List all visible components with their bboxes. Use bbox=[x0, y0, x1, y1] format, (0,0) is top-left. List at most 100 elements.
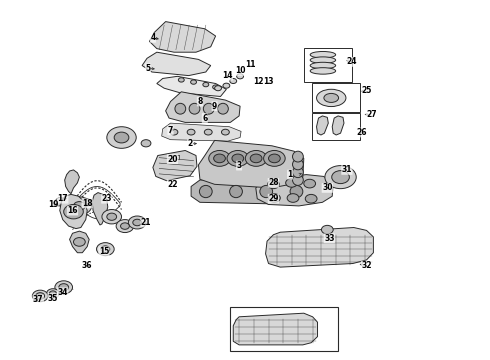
Ellipse shape bbox=[175, 103, 186, 114]
Text: 14: 14 bbox=[222, 71, 233, 80]
Circle shape bbox=[221, 129, 229, 135]
Ellipse shape bbox=[310, 68, 336, 74]
Text: 4: 4 bbox=[150, 33, 155, 42]
Text: 2: 2 bbox=[188, 139, 193, 148]
Ellipse shape bbox=[260, 185, 272, 198]
Text: 6: 6 bbox=[202, 113, 207, 122]
Circle shape bbox=[101, 246, 110, 252]
Text: 16: 16 bbox=[67, 206, 78, 215]
Ellipse shape bbox=[199, 185, 212, 198]
Ellipse shape bbox=[317, 89, 346, 107]
Circle shape bbox=[269, 154, 280, 163]
Ellipse shape bbox=[218, 103, 228, 114]
Circle shape bbox=[245, 150, 267, 166]
Text: 10: 10 bbox=[235, 66, 245, 75]
Polygon shape bbox=[70, 231, 89, 253]
Circle shape bbox=[223, 83, 230, 88]
Text: 33: 33 bbox=[324, 234, 335, 243]
Polygon shape bbox=[149, 22, 216, 52]
Ellipse shape bbox=[310, 51, 336, 58]
FancyBboxPatch shape bbox=[312, 83, 360, 112]
FancyBboxPatch shape bbox=[304, 48, 352, 82]
Circle shape bbox=[97, 243, 114, 256]
Circle shape bbox=[32, 290, 48, 302]
Text: 8: 8 bbox=[197, 97, 202, 106]
Circle shape bbox=[287, 194, 299, 202]
Polygon shape bbox=[82, 199, 91, 206]
Circle shape bbox=[102, 210, 122, 224]
Text: 24: 24 bbox=[346, 57, 357, 66]
Text: 18: 18 bbox=[82, 199, 93, 208]
Text: 20: 20 bbox=[167, 154, 178, 163]
Text: 26: 26 bbox=[356, 128, 367, 137]
Ellipse shape bbox=[290, 185, 303, 198]
Polygon shape bbox=[153, 150, 197, 181]
Circle shape bbox=[178, 78, 184, 82]
Text: 13: 13 bbox=[263, 77, 274, 86]
Polygon shape bbox=[162, 123, 241, 141]
Text: 5: 5 bbox=[146, 64, 150, 73]
FancyBboxPatch shape bbox=[312, 113, 360, 140]
Circle shape bbox=[332, 171, 349, 184]
Circle shape bbox=[230, 78, 237, 84]
Text: 31: 31 bbox=[342, 165, 352, 174]
Polygon shape bbox=[60, 194, 87, 229]
Circle shape bbox=[264, 150, 285, 166]
Circle shape bbox=[170, 129, 178, 135]
Ellipse shape bbox=[324, 94, 339, 102]
Text: 30: 30 bbox=[322, 184, 333, 192]
FancyBboxPatch shape bbox=[230, 307, 338, 351]
Text: 27: 27 bbox=[366, 110, 377, 119]
Text: 32: 32 bbox=[361, 261, 372, 270]
Circle shape bbox=[213, 85, 219, 89]
Ellipse shape bbox=[189, 103, 200, 114]
Text: 19: 19 bbox=[48, 200, 58, 209]
Circle shape bbox=[74, 238, 85, 246]
Polygon shape bbox=[92, 193, 108, 225]
Polygon shape bbox=[191, 177, 314, 204]
Circle shape bbox=[59, 284, 69, 291]
Text: 7: 7 bbox=[168, 126, 173, 135]
Circle shape bbox=[286, 179, 297, 187]
Polygon shape bbox=[266, 228, 373, 267]
Circle shape bbox=[107, 127, 136, 148]
Circle shape bbox=[325, 166, 356, 189]
Circle shape bbox=[227, 150, 248, 166]
Circle shape bbox=[237, 74, 244, 79]
Circle shape bbox=[304, 179, 316, 188]
Circle shape bbox=[55, 281, 73, 294]
Text: 12: 12 bbox=[253, 77, 264, 86]
Circle shape bbox=[214, 154, 225, 163]
Circle shape bbox=[187, 129, 195, 135]
Circle shape bbox=[121, 223, 129, 229]
Ellipse shape bbox=[203, 103, 214, 114]
Circle shape bbox=[64, 204, 83, 219]
Ellipse shape bbox=[310, 62, 336, 69]
Circle shape bbox=[305, 194, 317, 203]
Text: 22: 22 bbox=[167, 180, 178, 189]
Circle shape bbox=[321, 225, 333, 234]
Ellipse shape bbox=[293, 151, 303, 162]
Polygon shape bbox=[233, 313, 318, 345]
Text: 15: 15 bbox=[98, 247, 109, 256]
Text: 34: 34 bbox=[57, 288, 68, 297]
Circle shape bbox=[204, 129, 212, 135]
Polygon shape bbox=[65, 170, 79, 194]
Text: 3: 3 bbox=[237, 161, 242, 170]
Circle shape bbox=[67, 197, 92, 215]
Polygon shape bbox=[142, 52, 211, 76]
Circle shape bbox=[209, 150, 230, 166]
Circle shape bbox=[250, 154, 262, 163]
Circle shape bbox=[107, 213, 117, 220]
Polygon shape bbox=[53, 197, 64, 206]
Circle shape bbox=[232, 154, 244, 163]
Text: 9: 9 bbox=[212, 102, 217, 111]
Circle shape bbox=[215, 86, 221, 91]
Circle shape bbox=[203, 82, 209, 87]
Polygon shape bbox=[332, 116, 344, 135]
Polygon shape bbox=[157, 76, 226, 96]
Circle shape bbox=[141, 140, 151, 147]
Ellipse shape bbox=[293, 159, 303, 170]
Polygon shape bbox=[166, 92, 240, 122]
Text: 28: 28 bbox=[268, 178, 279, 187]
